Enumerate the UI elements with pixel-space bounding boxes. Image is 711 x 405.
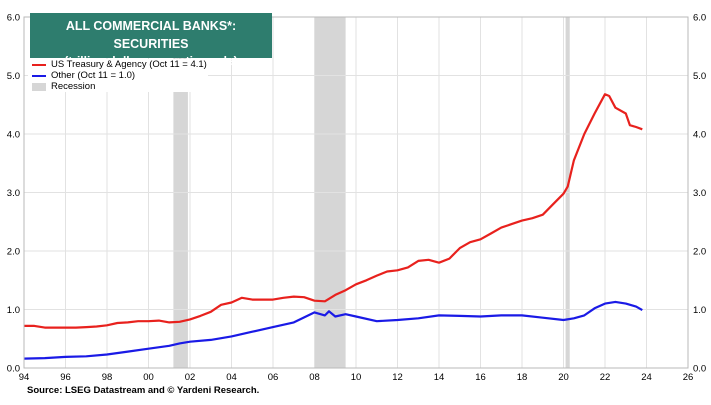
y-tick-label-right-6: 6.0 [693,13,706,24]
x-tick-label-11: 16 [475,372,486,383]
y-tick-label-right-0: 0.0 [693,364,706,375]
x-tick-label-14: 22 [600,372,611,383]
x-tick-label-15: 24 [641,372,652,383]
x-tick-label-2: 98 [102,372,113,383]
y-tick-label-left-3: 3.0 [7,188,20,199]
y-tick-label-right-3: 3.0 [693,188,706,199]
x-tick-label-13: 20 [558,372,569,383]
x-tick-label-5: 04 [226,372,237,383]
y-tick-label-right-5: 5.0 [693,71,706,82]
x-tick-label-4: 02 [185,372,196,383]
legend-item-treasury: US Treasury & Agency (Oct 11 = 4.1) [28,59,208,70]
y-tick-label-left-4: 4.0 [7,130,20,141]
x-tick-label-10: 14 [434,372,445,383]
x-tick-label-8: 10 [351,372,362,383]
y-tick-label-right-4: 4.0 [693,130,706,141]
x-tick-label-0: 94 [19,372,30,383]
x-tick-label-16: 26 [683,372,694,383]
legend-label-treasury: US Treasury & Agency (Oct 11 = 4.1) [51,59,207,70]
plot-frame [23,16,689,369]
x-tick-label-1: 96 [60,372,71,383]
legend-swatch-recession [32,82,46,91]
x-tick-label-12: 18 [517,372,528,383]
legend-label-recession: Recession [51,81,96,92]
y-tick-label-left-0: 0.0 [7,364,20,375]
y-tick-label-right-2: 2.0 [693,247,706,258]
x-tick-label-7: 08 [309,372,320,383]
legend-item-recession: Recession [28,81,208,92]
legend-swatch-treasury [32,63,46,66]
series-line-other [23,300,643,360]
x-tick-label-9: 12 [392,372,403,383]
x-tick-label-3: 00 [143,372,154,383]
series-layer [23,93,643,360]
x-tick-label-6: 06 [268,372,279,383]
series-line-treasury [24,93,643,329]
source-note: Source: LSEG Datastream and © Yardeni Re… [27,385,260,396]
chart-title: ALL COMMERCIAL BANKS*: SECURITIES [65,19,237,51]
y-tick-label-right-1: 1.0 [693,305,706,316]
y-tick-label-left-6: 6.0 [7,13,20,24]
legend-label-other: Other (Oct 11 = 1.0) [51,70,136,81]
axis-layer: 0.0 0.0 1.0 1.0 2.0 2.0 3.0 3.0 4.0 4.0 5.0 5.0 6.0 6… [7,13,706,384]
y-tick-label-left-1: 1.0 [7,305,20,316]
legend-swatch-other [32,74,46,77]
legend-item-other: Other (Oct 11 = 1.0) [28,70,208,81]
y-tick-label-left-2: 2.0 [7,247,20,258]
y-tick-label-left-5: 5.0 [7,71,20,82]
chart-title-box: ALL COMMERCIAL BANKS*: SECURITIES (trill… [30,13,272,68]
chart-legend: US Treasury & Agency (Oct 11 = 4.1) Othe… [28,59,208,92]
